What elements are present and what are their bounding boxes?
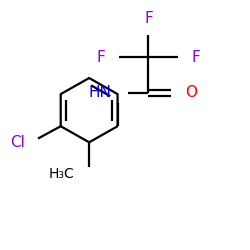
Text: F: F	[144, 11, 153, 26]
Text: O: O	[186, 85, 198, 100]
Text: F: F	[192, 50, 200, 64]
Text: HN: HN	[88, 85, 112, 100]
Text: F: F	[96, 50, 105, 64]
Text: Cl: Cl	[10, 135, 25, 150]
Text: H₃C: H₃C	[48, 168, 74, 181]
